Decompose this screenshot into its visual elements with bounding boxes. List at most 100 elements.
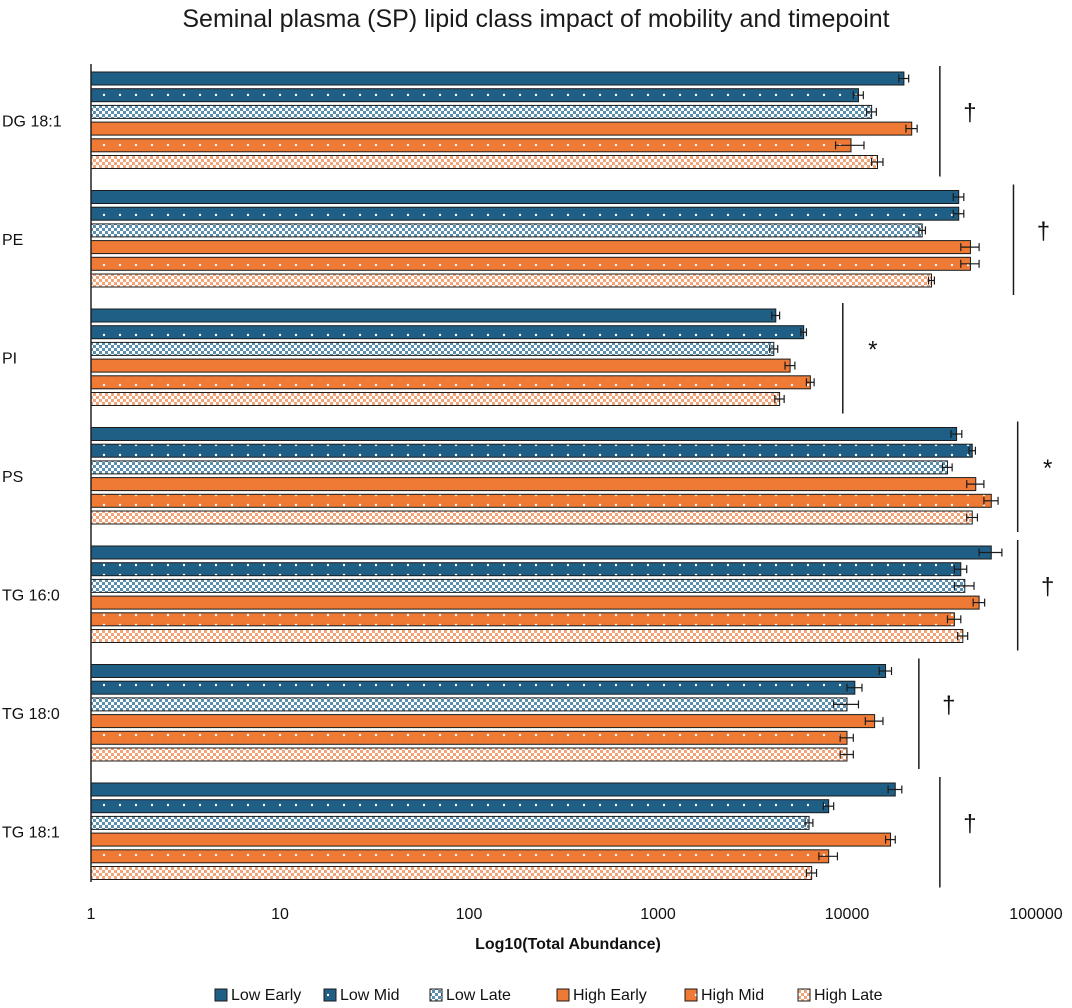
error-bar [960,243,980,252]
bar [90,680,856,695]
bar [90,849,830,864]
error-bar [800,328,808,337]
legend-swatch [429,988,443,1002]
error-bar [966,480,985,489]
error-bar [818,852,839,861]
bar [90,240,971,255]
bar [90,375,811,390]
legend-label: Low Late [446,987,511,1004]
significance-mark: * [868,337,877,364]
error-bar [972,598,986,607]
bar [90,866,813,880]
bar [90,325,805,340]
legend-label: High Mid [701,987,764,1004]
error-bar [898,74,910,83]
error-bar [833,700,860,709]
bar [90,71,905,86]
category-label: PS [2,469,23,486]
chart-title: Seminal plasma (SP) lipid class impact o… [182,5,889,33]
error-bar [805,869,818,877]
error-bar [871,158,884,166]
error-bar [905,124,918,133]
bar [90,138,852,153]
legend: Low Early Low Mid Low Late High Early High M… [214,987,883,1004]
x-tick-label: 1 [87,906,96,923]
error-bar [952,209,965,218]
error-bar [953,565,968,574]
bar [90,493,992,508]
bar [90,223,923,238]
legend-label: Low Early [231,987,301,1004]
bar [90,190,960,204]
error-bar [966,513,979,522]
error-bar [784,361,796,370]
bar [90,477,977,492]
error-bar [846,683,863,692]
x-tick-labels: 1 10 100 1000 10000 100000 [87,906,1063,923]
x-tick-label: 1000 [640,906,676,923]
bar [90,815,810,830]
error-bar [953,581,975,590]
error-bar [822,802,835,811]
bar [90,392,781,406]
error-bar [960,259,980,268]
bar [90,510,973,525]
x-axis-title: Log10(Total Abundance) [475,936,661,953]
bar [90,443,973,458]
error-bar [918,226,927,235]
x-tick-label: 100 [456,906,483,923]
bar [90,104,873,119]
error-bar [774,395,785,403]
bar [90,341,775,356]
error-bar [839,750,854,759]
x-tick-label: 10 [271,906,289,923]
bar [90,308,777,323]
significance-mark: † [963,811,976,838]
error-bar [884,835,896,844]
legend-item: High Late [797,987,883,1004]
legend-item: Low Mid [323,987,400,1004]
legend-item: High Early [556,987,647,1004]
error-bar [941,463,953,472]
bar [90,121,913,136]
x-tick-label: 10000 [825,906,870,923]
category-label: PI [2,350,17,367]
error-bar [950,430,963,438]
category-label: PE [2,232,23,249]
significance-mark: * [1043,455,1052,482]
error-bar [852,91,864,100]
bar [90,358,791,373]
bar [90,714,876,729]
error-bar [834,141,865,150]
bar [90,545,992,560]
bar [90,629,964,643]
bars-layer [90,71,1003,880]
x-tick-label: 100000 [1009,906,1062,923]
category-label: TG 18:1 [2,824,60,841]
category-label: TG 18:0 [2,706,60,723]
legend-swatch [684,988,698,1002]
error-bar [978,548,1003,557]
error-bar [769,344,779,353]
bar [90,460,948,475]
error-bar [805,378,815,387]
bar [90,206,960,221]
error-bar [946,615,962,624]
bar [90,562,962,577]
legend-item: Low Late [429,987,511,1004]
significance-mark: † [1041,574,1054,601]
significance-mark: † [963,100,976,127]
significance-layer: † † * * † † † [842,66,1054,888]
error-bar [952,193,965,201]
error-bar [983,496,999,505]
bar [90,730,848,745]
legend-label: High Early [573,987,647,1004]
bar [90,88,859,103]
bar [90,595,980,610]
category-label: TG 16:0 [2,587,60,604]
bar [90,427,958,441]
bar [90,578,966,593]
bar [90,664,887,678]
legend-item: Low Early [214,987,301,1004]
